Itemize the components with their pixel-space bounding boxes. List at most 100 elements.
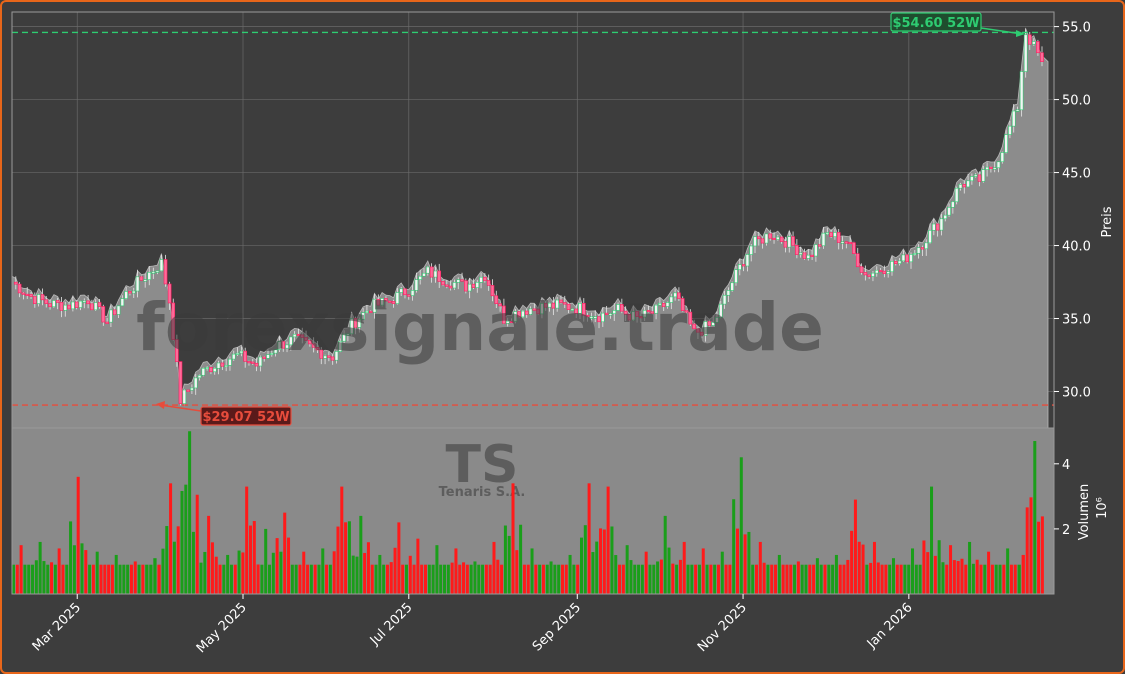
candle-up <box>996 161 1001 169</box>
candle-up <box>874 269 879 274</box>
volume-bar <box>355 556 359 594</box>
candle-down <box>1036 41 1040 54</box>
volume-bar <box>804 564 808 594</box>
volume-bar <box>1040 516 1044 594</box>
candle-down <box>920 247 925 250</box>
candle-down <box>783 241 788 248</box>
candle-down <box>620 304 624 312</box>
volume-bar <box>899 564 903 594</box>
volume-bar <box>656 561 660 594</box>
candle-up <box>901 254 906 262</box>
volume-bar <box>507 535 511 594</box>
volume-bar <box>606 486 610 594</box>
volume-axis: 24 <box>1054 458 1070 538</box>
volume-bar <box>207 515 211 594</box>
candle-down <box>90 303 94 311</box>
candle-up <box>654 304 658 314</box>
volume-bar <box>743 534 747 594</box>
candle-up <box>673 292 677 298</box>
candle-up <box>467 283 472 292</box>
candle-down <box>448 285 453 289</box>
candle-down <box>254 362 259 367</box>
volume-bar <box>595 541 599 594</box>
candle-up <box>212 367 217 373</box>
candle-down <box>319 349 324 359</box>
volume-bar <box>895 564 899 594</box>
volume-bar <box>602 529 606 594</box>
volume-bar <box>652 564 656 594</box>
volume-bar <box>815 558 819 594</box>
volume-tick-label: 4 <box>1062 458 1070 473</box>
candle-down <box>247 361 251 364</box>
candle-down <box>935 223 940 231</box>
volume-bar <box>268 564 272 594</box>
volume-bar <box>133 561 137 594</box>
candle-up <box>578 303 582 314</box>
volume-bar <box>937 540 941 594</box>
candle-down <box>707 321 712 326</box>
candle-up <box>726 290 731 296</box>
volume-bar <box>519 524 523 594</box>
candle-up <box>422 272 426 277</box>
volume-bar <box>758 541 762 594</box>
candle-down <box>209 367 213 373</box>
candle-down <box>1040 52 1044 62</box>
volume-bar <box>389 562 393 594</box>
candle-down <box>661 302 666 307</box>
volume-bar <box>420 564 424 594</box>
candle-up <box>814 244 818 257</box>
volume-bar <box>724 564 728 594</box>
volume-bar <box>344 522 348 594</box>
candle-down <box>101 306 106 323</box>
volume-bar <box>336 526 340 594</box>
candle-down <box>171 302 176 340</box>
candle-up <box>764 233 769 244</box>
candle-up <box>601 312 605 323</box>
volume-bar <box>203 551 207 594</box>
volume-bar <box>332 551 336 594</box>
candle-up <box>833 232 837 238</box>
candle-down <box>829 232 833 238</box>
volume-bar <box>990 564 994 594</box>
volume-bar <box>473 561 477 594</box>
volume-bar <box>720 551 724 594</box>
candle-down <box>384 298 388 302</box>
candle-up <box>932 223 936 231</box>
volume-bar <box>930 486 934 594</box>
volume-bar <box>975 559 979 594</box>
candle-down <box>59 302 64 311</box>
candle-up <box>890 261 894 273</box>
candle-up <box>871 272 875 277</box>
volume-bar <box>34 560 38 594</box>
volume-bar <box>629 560 633 594</box>
volume-bar <box>496 559 500 594</box>
time-tick-label: Mar 2025 <box>30 600 84 654</box>
candle-up <box>201 367 206 376</box>
candle-up <box>734 269 738 284</box>
candle-down <box>977 174 982 182</box>
candle-up <box>916 247 921 254</box>
volume-bar <box>176 526 180 594</box>
candle-up <box>380 298 384 306</box>
volume-bar <box>233 564 237 594</box>
candle-down <box>262 356 267 359</box>
time-axis: Mar 2025 May 2025 Jul 2025 Sep 2025 Nov 2025… <box>30 594 916 656</box>
volume-bar <box>309 564 313 594</box>
volume-bar <box>88 564 92 594</box>
price-tick-label: 55.0 <box>1062 21 1091 36</box>
candle-down <box>494 295 499 304</box>
volume-bar <box>351 555 355 594</box>
volume-bar <box>511 483 515 594</box>
candle-down <box>498 303 502 307</box>
volume-bar <box>484 564 488 594</box>
volume-bar <box>118 564 122 594</box>
candle-up <box>970 176 974 182</box>
candle-down <box>304 337 308 341</box>
volume-bar <box>884 564 888 594</box>
volume-bar <box>599 528 603 594</box>
volume-bar <box>872 541 876 594</box>
candle-up <box>143 279 147 282</box>
candle-down <box>680 298 685 311</box>
volume-bar <box>1021 554 1025 594</box>
candle-down <box>471 283 476 288</box>
